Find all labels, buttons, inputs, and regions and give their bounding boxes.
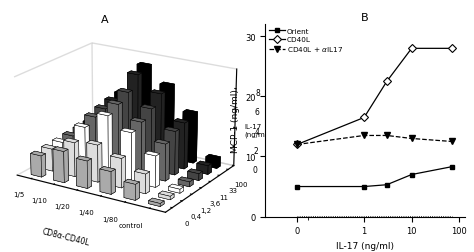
X-axis label: IL-17 (ng/ml): IL-17 (ng/ml) — [336, 241, 394, 250]
Text: A: A — [100, 15, 108, 25]
Orient — [384, 183, 390, 186]
Orient — [449, 166, 455, 169]
CD40L + $\alpha$IL17 — [384, 134, 390, 137]
CD40L — [449, 48, 455, 51]
Line: CD40L + $\alpha$IL17: CD40L + $\alpha$IL17 — [294, 133, 455, 148]
X-axis label: CD8α-CD40L: CD8α-CD40L — [41, 226, 91, 247]
CD40L + $\alpha$IL17 — [361, 134, 367, 137]
Orient — [409, 173, 414, 176]
Orient — [361, 185, 367, 188]
CD40L — [361, 116, 367, 119]
CD40L — [384, 81, 390, 84]
CD40L — [294, 143, 300, 146]
CD40L + $\alpha$IL17 — [409, 137, 414, 140]
Title: B: B — [361, 13, 369, 23]
Line: Orient: Orient — [295, 165, 454, 189]
Orient — [294, 185, 300, 188]
CD40L — [409, 48, 414, 51]
CD40L + $\alpha$IL17 — [449, 140, 455, 143]
Legend: Orient, CD40L, CD40L + $\alpha$IL17: Orient, CD40L, CD40L + $\alpha$IL17 — [269, 29, 343, 54]
Y-axis label: MCP-1 (ng/ml): MCP-1 (ng/ml) — [230, 89, 239, 153]
Text: IL-17
(ng/ml): IL-17 (ng/ml) — [244, 124, 270, 137]
CD40L + $\alpha$IL17 — [294, 143, 300, 146]
Line: CD40L: CD40L — [294, 46, 455, 148]
